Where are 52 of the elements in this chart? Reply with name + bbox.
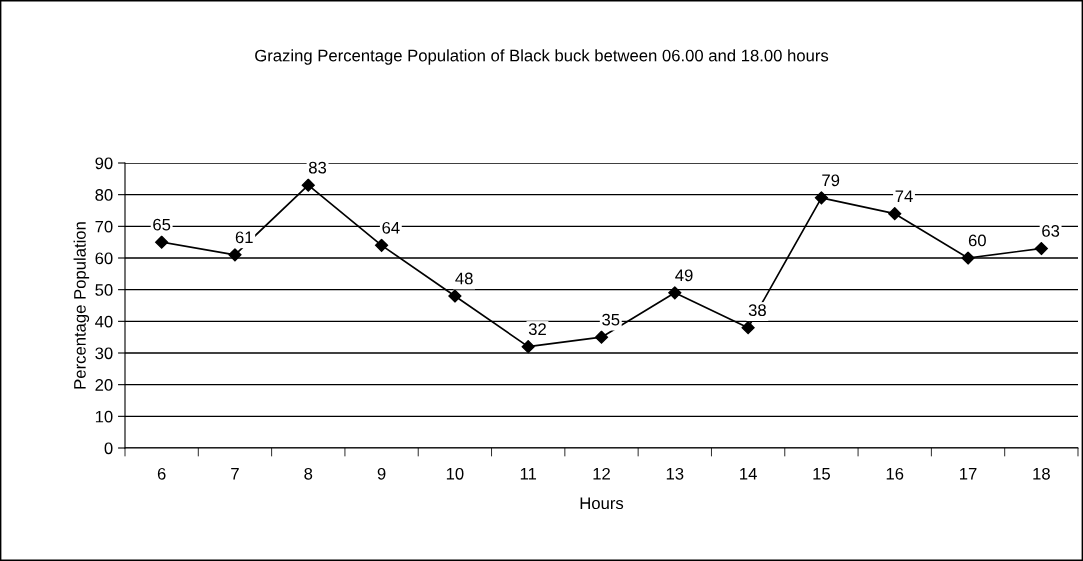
point xyxy=(155,235,169,249)
data-label: 48 xyxy=(455,272,473,285)
y-tick-label: 90 xyxy=(95,157,113,170)
y-tick-label: 20 xyxy=(95,379,113,391)
y-tick-label: 0 xyxy=(104,442,113,455)
y-tick-label: 60 xyxy=(95,252,113,265)
data-label: 61 xyxy=(235,231,253,244)
point xyxy=(228,248,242,262)
data-label: 49 xyxy=(675,269,693,282)
x-tick-label: 12 xyxy=(593,467,610,480)
data-label: 83 xyxy=(308,161,327,174)
data-label: 74 xyxy=(895,190,913,202)
x-tick-label: 9 xyxy=(377,467,386,480)
data-label: 60 xyxy=(968,234,986,247)
y-tick-label: 50 xyxy=(95,284,113,296)
point xyxy=(374,238,389,252)
point xyxy=(888,207,902,221)
x-tick-label: 7 xyxy=(231,468,239,480)
point xyxy=(741,321,755,335)
point xyxy=(1034,241,1048,256)
x-tick-label: 6 xyxy=(157,467,166,480)
point xyxy=(301,178,315,192)
data-label: 38 xyxy=(748,304,766,317)
data-label: 32 xyxy=(528,323,546,336)
point xyxy=(961,251,975,265)
data-label: 64 xyxy=(382,221,400,234)
data-label: 79 xyxy=(822,174,840,187)
point xyxy=(448,289,462,303)
y-tick-label: 40 xyxy=(95,315,113,328)
x-tick-label: 10 xyxy=(446,467,464,480)
y-tick-label: 80 xyxy=(95,189,113,201)
data-label: 35 xyxy=(602,313,620,326)
y-tick-label: 70 xyxy=(95,220,113,233)
x-axis-title: Hours xyxy=(580,497,624,510)
x-tick-label: 14 xyxy=(740,468,757,480)
y-tick-label: 10 xyxy=(95,410,113,423)
x-tick-label: 8 xyxy=(304,467,313,480)
data-label: 65 xyxy=(153,218,171,231)
point xyxy=(814,191,829,205)
x-tick-label: 13 xyxy=(666,467,684,480)
x-tick-label: 16 xyxy=(886,467,904,480)
x-tick-label: 17 xyxy=(960,468,977,480)
x-tick-label: 18 xyxy=(1033,467,1050,480)
x-tick-label: 11 xyxy=(520,468,537,480)
point xyxy=(668,286,682,300)
y-axis-title: Percentage Population xyxy=(73,222,90,389)
point xyxy=(521,340,535,354)
data-label: 63 xyxy=(1042,225,1060,237)
x-tick-label: 15 xyxy=(813,468,830,480)
y-tick-label: 30 xyxy=(95,347,113,360)
chart-title: Grazing Percentage Population of Black buck between 06.00 and 18.00 hours xyxy=(255,49,829,65)
point xyxy=(594,330,609,344)
